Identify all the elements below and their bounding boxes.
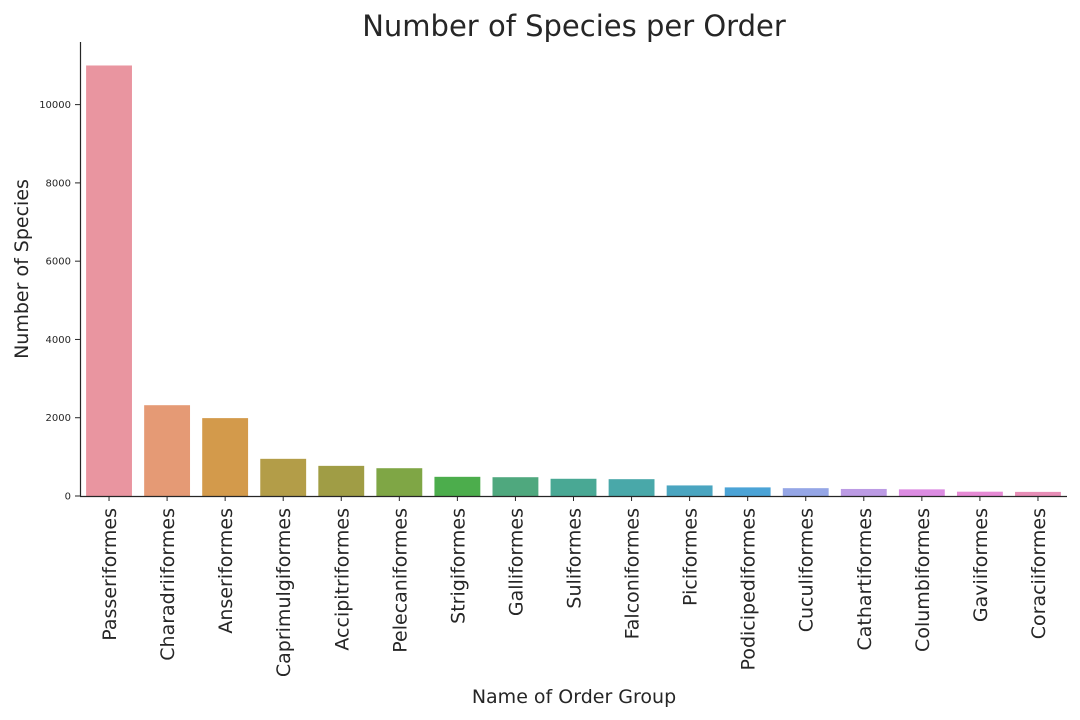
x-tick-label: Columbiformes [912,508,934,652]
bar-suliformes [550,478,597,496]
x-tick-label: Charadriiformes [157,508,179,661]
bar-piciformes [666,485,713,496]
x-tick-label: Piciformes [680,508,702,606]
bar-pelecaniformes [376,468,423,496]
bar-anseriformes [202,418,249,496]
bar-passeriformes [86,65,132,496]
x-tick-label: Passeriformes [99,508,121,641]
chart-title: Number of Species per Order [362,9,786,43]
bar-podicipediformes [724,487,771,496]
x-tick-label: Accipitriformes [331,508,353,651]
bars-group [86,65,1061,496]
bar-caprimulgiformes [260,458,307,496]
x-tick-label: Gaviiformes [970,508,992,622]
x-tick-label: Podicipediformes [738,508,760,670]
x-tick-label: Pelecaniformes [389,508,411,653]
bar-cathartiformes [840,488,887,496]
y-axis-ticks: 0 2000 4000 6000 8000 10000 [39,100,80,503]
bar-columbiformes [898,489,945,496]
x-tick-label: Strigiformes [447,508,469,624]
x-axis-label: Name of Order Group [472,686,676,708]
x-tick-label: Coraciiformes [1028,508,1050,639]
x-tick-label: Suliformes [564,508,586,609]
x-tick-label: Falconiformes [622,508,644,639]
x-tick-label: Anseriformes [215,508,237,634]
x-tick-label: Galliformes [505,508,527,616]
bar-charadriiformes [144,405,191,496]
x-tick-label: Cathartiformes [854,508,876,650]
y-tick-label: 0 [65,492,71,503]
bar-coraciiformes [1015,491,1061,496]
bar-cuculiformes [782,488,829,496]
y-tick-label: 8000 [46,178,71,189]
bar-accipitriformes [318,465,365,496]
bar-strigiformes [434,476,481,496]
bar-galliformes [492,477,539,496]
x-axis-ticks: Passeriformes Charadriiformes Anseriformes… [99,496,1050,677]
y-tick-label: 6000 [46,257,71,268]
x-tick-label: Cuculiformes [796,508,818,632]
bar-gaviiformes [956,491,1003,496]
y-tick-label: 2000 [46,413,71,424]
y-tick-label: 10000 [39,100,71,111]
y-axis-label: Number of Species [11,179,33,359]
bar-falconiformes [608,479,655,496]
x-tick-label: Caprimulgiformes [273,508,295,677]
y-tick-label: 4000 [46,335,71,346]
